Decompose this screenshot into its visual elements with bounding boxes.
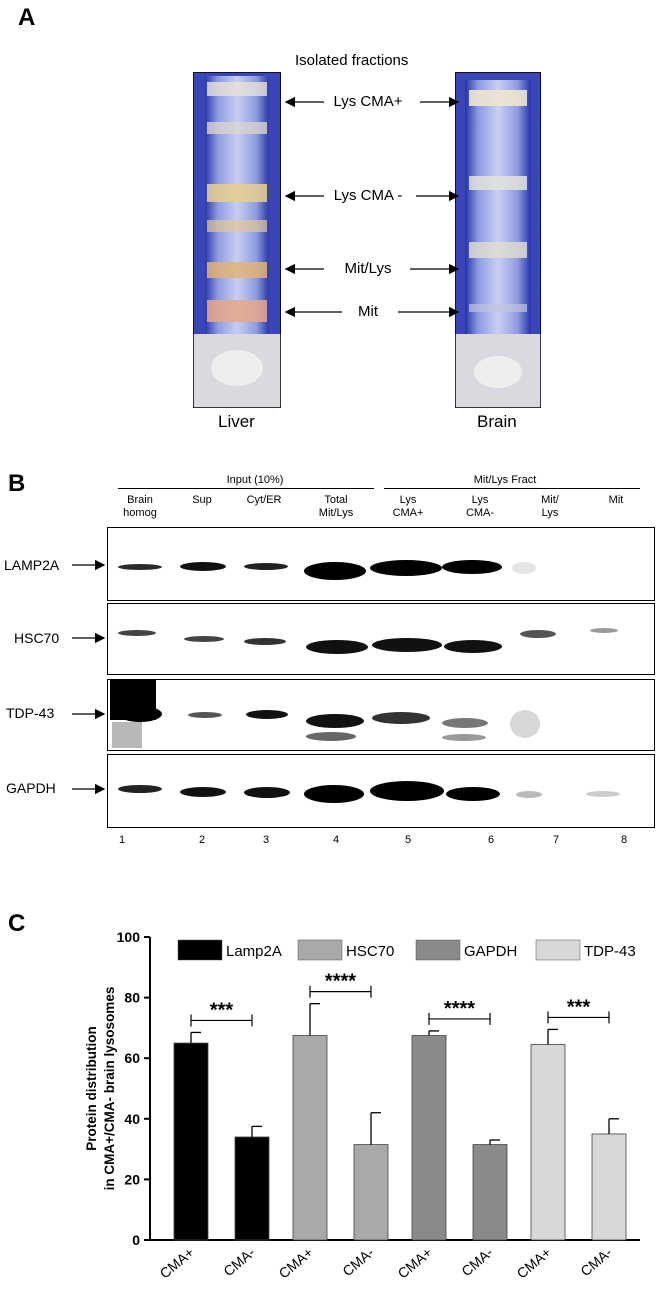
lane-header: Sup bbox=[192, 494, 212, 506]
bar bbox=[353, 1144, 389, 1241]
y-tick-label: 80 bbox=[124, 990, 140, 1006]
fraction-arrows bbox=[284, 96, 460, 318]
lane-number: 4 bbox=[333, 834, 340, 846]
y-axis-label: Protein distribution bbox=[84, 1026, 99, 1151]
lane-header: Mit/ Lys bbox=[541, 494, 559, 519]
lane-header: Lys CMA- bbox=[465, 494, 495, 519]
x-tick-label: CMA- bbox=[339, 1244, 377, 1279]
bar bbox=[530, 1044, 566, 1241]
x-tick-label: CMA+ bbox=[514, 1244, 554, 1282]
bar bbox=[411, 1035, 447, 1241]
significance-stars: **** bbox=[325, 971, 356, 993]
blot-gapdh bbox=[107, 754, 655, 828]
legend-swatch bbox=[177, 939, 223, 961]
blot-label-lamp2a: LAMP2A bbox=[4, 557, 60, 573]
significance-stars: *** bbox=[567, 996, 591, 1018]
lane-header: Lys CMA+ bbox=[392, 494, 424, 519]
x-tick-label: CMA- bbox=[220, 1244, 258, 1279]
legend-swatch bbox=[535, 939, 581, 961]
blot-tdp43 bbox=[107, 679, 655, 751]
bar bbox=[472, 1144, 508, 1241]
x-tick-label: CMA+ bbox=[157, 1244, 197, 1282]
fraction-label-lys-cma-plus: Lys CMA+ bbox=[333, 93, 403, 110]
group-line-mitlys bbox=[384, 488, 640, 489]
fraction-label-lys-cma-minus: Lys CMA - bbox=[333, 187, 403, 204]
lane-number: 3 bbox=[263, 834, 270, 846]
panel-c-letter: C bbox=[8, 910, 26, 937]
x-tick-label: CMA+ bbox=[276, 1244, 316, 1282]
lane-number: 8 bbox=[621, 834, 628, 846]
lane-header: Cyt/ER bbox=[246, 494, 282, 506]
lane-header: Total Mit/Lys bbox=[318, 494, 354, 519]
legend-label: HSC70 bbox=[346, 943, 394, 960]
bar bbox=[292, 1035, 328, 1241]
y-tick-label: 60 bbox=[124, 1050, 140, 1066]
legend-swatch bbox=[415, 939, 461, 961]
x-tick-label: CMA- bbox=[577, 1244, 615, 1279]
bar bbox=[234, 1136, 270, 1241]
lane-number: 7 bbox=[553, 834, 560, 846]
liver-tube-photo bbox=[193, 72, 281, 408]
blot-label-hsc70: HSC70 bbox=[14, 630, 60, 646]
lane-header: Mit bbox=[608, 494, 624, 506]
panel-b-letter: B bbox=[8, 470, 26, 497]
tube-label-brain: Brain bbox=[477, 412, 517, 431]
blot-arrows bbox=[72, 559, 106, 795]
lane-number: 6 bbox=[488, 834, 495, 846]
bar bbox=[173, 1042, 209, 1241]
lane-number: 1 bbox=[119, 834, 126, 846]
brain-tube-photo bbox=[455, 72, 541, 408]
blot-lamp2a bbox=[107, 527, 655, 601]
bar-chart: 0 20 40 60 80 100 Protein distribution in CMA+/… bbox=[84, 929, 640, 1282]
lane-number: 2 bbox=[199, 834, 206, 846]
tube-label-liver: Liver bbox=[218, 412, 255, 431]
panel-a-letter: A bbox=[18, 4, 36, 31]
panel-a-title: Isolated fractions bbox=[295, 52, 409, 69]
legend-label: GAPDH bbox=[464, 943, 517, 960]
lane-number: 5 bbox=[405, 834, 412, 846]
y-tick-label: 20 bbox=[124, 1171, 140, 1187]
blot-label-gapdh: GAPDH bbox=[6, 780, 56, 796]
lane-header: Brain homog bbox=[123, 494, 157, 519]
group-line-input bbox=[118, 488, 374, 489]
y-tick-label: 0 bbox=[132, 1232, 140, 1248]
legend-label: Lamp2A bbox=[226, 943, 282, 960]
y-axis-label: in CMA+/CMA- brain lysosomes bbox=[102, 987, 117, 1191]
group-label-input: Input (10%) bbox=[226, 474, 284, 486]
y-tick-label: 40 bbox=[124, 1111, 140, 1127]
x-tick-label: CMA+ bbox=[395, 1244, 435, 1282]
legend-label: TDP-43 bbox=[584, 943, 636, 960]
x-tick-label: CMA- bbox=[458, 1244, 496, 1279]
group-label-mitlys: Mit/Lys Fract bbox=[473, 474, 537, 486]
blot-label-tdp43: TDP-43 bbox=[6, 705, 55, 721]
fraction-label-mit-lys: Mit/Lys bbox=[344, 260, 392, 277]
significance-stars: **** bbox=[444, 998, 475, 1020]
y-tick-label: 100 bbox=[117, 929, 141, 945]
fraction-label-mit: Mit bbox=[358, 303, 378, 320]
significance-stars: *** bbox=[210, 999, 234, 1021]
legend-swatch bbox=[297, 939, 343, 961]
blot-hsc70 bbox=[107, 603, 655, 675]
bar bbox=[591, 1133, 627, 1241]
